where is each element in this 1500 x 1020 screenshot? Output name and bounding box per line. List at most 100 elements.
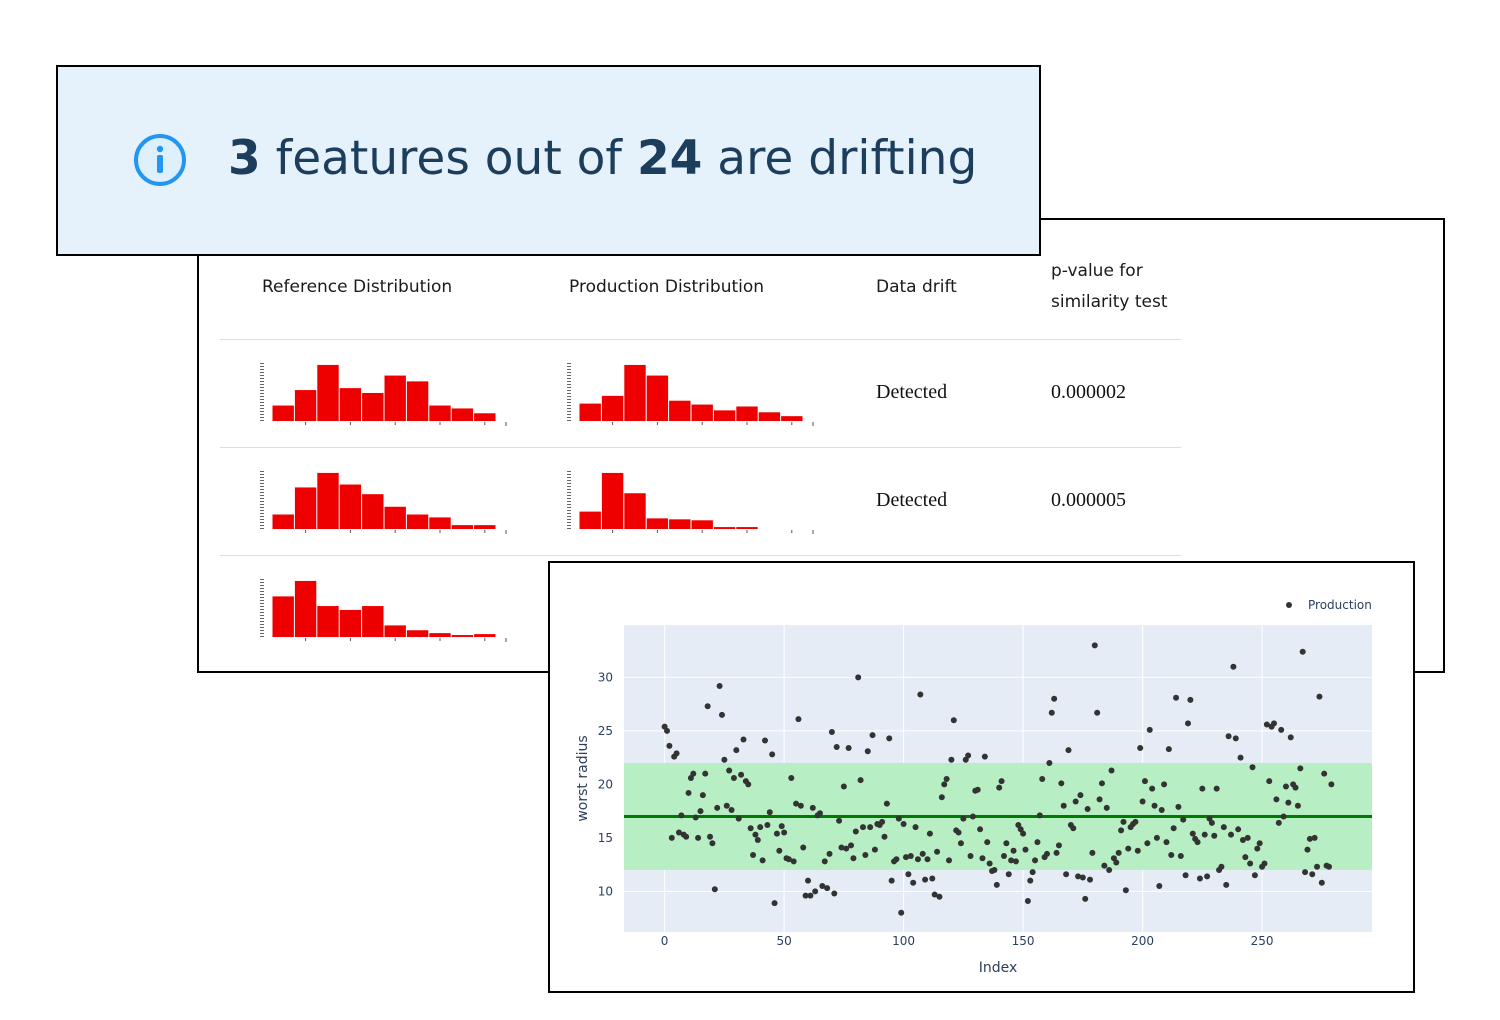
data-point — [1294, 802, 1301, 809]
data-point — [1051, 695, 1058, 702]
data-point — [771, 900, 778, 907]
data-point — [852, 828, 859, 835]
data-point — [1072, 798, 1079, 805]
data-point — [917, 691, 924, 698]
hist-bar — [781, 416, 803, 421]
data-point — [922, 876, 929, 883]
data-point — [1297, 765, 1304, 772]
data-point — [766, 809, 773, 816]
data-point — [950, 717, 957, 724]
column-header: Reference Distribution — [262, 277, 453, 297]
y-tick-label: 10 — [598, 884, 613, 898]
hist-bar — [624, 493, 646, 529]
data-point — [809, 804, 816, 811]
hist-bar — [406, 514, 429, 529]
data-point — [673, 750, 680, 757]
hist-bar — [601, 395, 624, 421]
data-point — [1225, 733, 1232, 740]
data-point — [1060, 802, 1067, 809]
data-point — [812, 888, 819, 895]
data-point — [747, 825, 754, 832]
data-point — [1046, 759, 1053, 766]
y-tick-label: 20 — [598, 777, 613, 791]
data-point — [1306, 835, 1313, 842]
data-point — [1132, 818, 1139, 825]
data-point — [998, 778, 1005, 785]
data-point — [1184, 720, 1191, 727]
data-point — [902, 854, 909, 861]
data-point — [1115, 849, 1122, 856]
hist-bar — [406, 630, 429, 637]
data-point — [1325, 863, 1332, 870]
hist-bar — [474, 413, 496, 421]
data-point — [1122, 887, 1129, 894]
row-separator — [220, 447, 1181, 448]
hist-bar — [451, 635, 474, 637]
data-point — [781, 829, 788, 836]
hist-bar — [317, 364, 339, 421]
data-point — [960, 815, 967, 822]
hist-bar — [758, 412, 781, 421]
data-point — [1036, 812, 1043, 819]
data-point — [776, 847, 783, 854]
data-point — [793, 800, 800, 807]
hist-bar — [736, 406, 758, 421]
data-point — [730, 774, 737, 781]
data-point — [895, 815, 902, 822]
data-point — [1096, 796, 1103, 803]
data-point — [943, 776, 950, 783]
hist-bar — [362, 494, 384, 529]
hist-bar — [736, 527, 758, 529]
data-point — [1106, 866, 1113, 873]
data-point — [728, 807, 735, 814]
data-point — [1075, 873, 1082, 880]
data-point — [981, 753, 988, 760]
data-point — [785, 856, 792, 863]
data-point — [965, 752, 972, 759]
data-point — [1237, 754, 1244, 761]
data-point — [1089, 849, 1096, 856]
hist-bar — [272, 514, 294, 529]
data-point — [1242, 854, 1249, 861]
hist-bar — [384, 375, 406, 421]
y-tick-label: 15 — [598, 831, 613, 845]
data-point — [790, 858, 797, 865]
x-tick-label: 200 — [1131, 934, 1154, 948]
data-point — [795, 716, 802, 723]
banner-text-part: features out of — [275, 131, 622, 186]
data-point — [946, 857, 953, 864]
data-point — [881, 833, 888, 840]
data-point — [699, 792, 706, 799]
data-point — [957, 840, 964, 847]
y-tick-label: 30 — [598, 670, 613, 684]
data-point — [1299, 648, 1306, 655]
data-point — [919, 850, 926, 857]
data-point — [924, 856, 931, 863]
hist-bar — [451, 525, 474, 529]
data-point — [1232, 735, 1239, 742]
data-point — [1208, 819, 1215, 826]
data-point — [929, 875, 936, 882]
data-point — [1235, 826, 1242, 833]
drifting-count: 3 — [228, 131, 261, 186]
data-point — [862, 851, 869, 858]
data-point — [773, 830, 780, 837]
hist-bar — [317, 606, 339, 637]
data-point — [1098, 780, 1105, 787]
data-point — [761, 737, 768, 744]
data-point — [1020, 830, 1027, 837]
data-point — [805, 877, 812, 884]
data-point — [1292, 784, 1299, 791]
data-point — [986, 860, 993, 867]
data-point — [857, 777, 864, 784]
data-point — [718, 711, 725, 718]
data-point — [900, 820, 907, 827]
data-point — [1070, 825, 1077, 832]
data-point — [1228, 831, 1235, 838]
data-point — [1287, 734, 1294, 741]
data-point — [1153, 834, 1160, 841]
data-point — [1314, 863, 1321, 870]
data-point — [1220, 824, 1227, 831]
hist-bar — [317, 472, 339, 529]
data-point — [1101, 862, 1108, 869]
